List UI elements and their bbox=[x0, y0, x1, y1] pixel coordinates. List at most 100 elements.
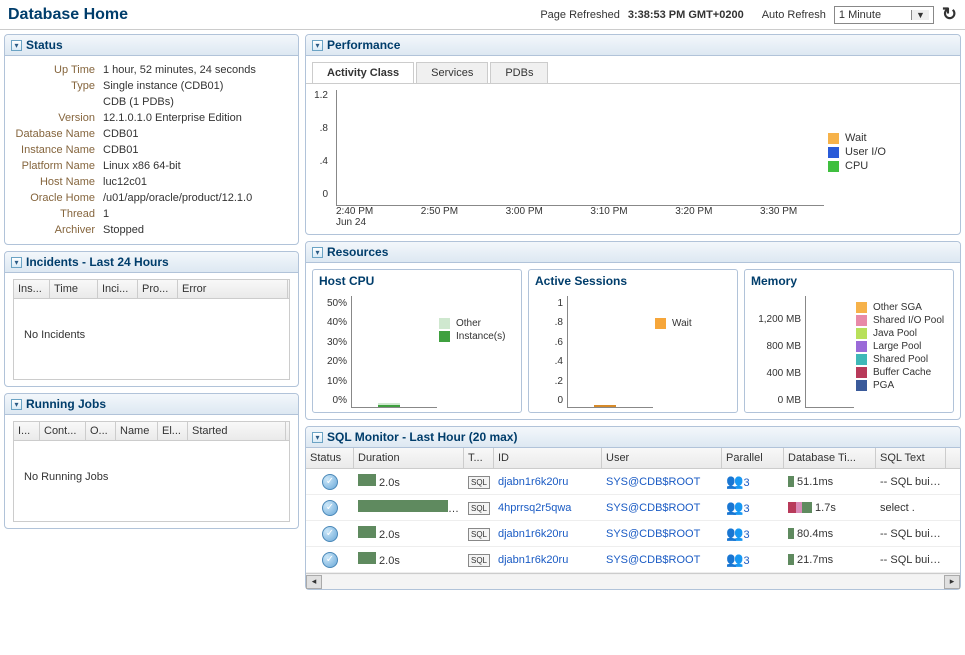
column-header[interactable]: Ins... bbox=[14, 280, 50, 298]
legend-item: Other SGA bbox=[856, 302, 947, 313]
status-value: Stopped bbox=[103, 224, 290, 236]
y-axis-label: .8 bbox=[555, 317, 563, 328]
y-axis-label: 10% bbox=[327, 376, 347, 387]
refreshed-time: 3:38:53 PM GMT+0200 bbox=[628, 9, 744, 21]
legend-item: Shared I/O Pool bbox=[856, 315, 947, 326]
column-header[interactable]: Name bbox=[116, 422, 158, 440]
y-axis-label: .4 bbox=[320, 156, 328, 167]
collapse-icon[interactable]: ▾ bbox=[312, 432, 323, 443]
status-ok-icon: ✓ bbox=[322, 552, 338, 568]
scroll-left-icon[interactable]: ◂ bbox=[306, 575, 322, 589]
user-link[interactable]: SYS@CDB$ROOT bbox=[606, 476, 700, 488]
scroll-right-icon[interactable]: ▸ bbox=[944, 575, 960, 589]
table-row[interactable]: ✓ 2.0sSQLdjabn1r6k20ruSYS@CDB$ROOT👥3 21.… bbox=[306, 547, 960, 573]
collapse-icon[interactable]: ▾ bbox=[312, 247, 323, 258]
incidents-panel: ▾ Incidents - Last 24 Hours Ins...TimeIn… bbox=[4, 251, 299, 387]
tab-pdbs[interactable]: PDBs bbox=[490, 62, 548, 83]
status-value: 1 bbox=[103, 208, 290, 220]
column-header[interactable]: T... bbox=[464, 448, 494, 468]
dropdown-icon: ▼ bbox=[911, 10, 929, 20]
y-axis-label: .6 bbox=[555, 337, 563, 348]
sql-type-icon: SQL bbox=[468, 554, 490, 567]
column-header[interactable]: Started bbox=[188, 422, 286, 440]
parallel-icon: 👥 bbox=[726, 499, 743, 515]
status-ok-icon: ✓ bbox=[322, 526, 338, 542]
y-axis-label: 20% bbox=[327, 356, 347, 367]
table-row[interactable]: ✓ 12.0sSQL4hprrsq2r5qwaSYS@CDB$ROOT👥3 1.… bbox=[306, 495, 960, 521]
column-header[interactable]: SQL Text bbox=[876, 448, 946, 468]
legend-item: Wait bbox=[828, 132, 950, 144]
collapse-icon[interactable]: ▾ bbox=[11, 257, 22, 268]
status-label: Version bbox=[13, 112, 103, 124]
legend-item: User I/O bbox=[828, 146, 950, 158]
page-title: Database Home bbox=[8, 6, 540, 24]
sql-id-link[interactable]: djabn1r6k20ru bbox=[498, 476, 568, 488]
horizontal-scrollbar[interactable]: ◂ ▸ bbox=[306, 573, 960, 589]
table-row[interactable]: ✓ 2.0sSQLdjabn1r6k20ruSYS@CDB$ROOT👥3 80.… bbox=[306, 521, 960, 547]
x-axis-label: 3:00 PM bbox=[506, 206, 566, 230]
refresh-button[interactable]: ↻ bbox=[942, 4, 957, 25]
sql-id-link[interactable]: djabn1r6k20ru bbox=[498, 554, 568, 566]
column-header[interactable]: Database Ti... bbox=[784, 448, 876, 468]
sql-type-icon: SQL bbox=[468, 476, 490, 489]
status-value: luc12c01 bbox=[103, 176, 290, 188]
column-header[interactable]: Duration bbox=[354, 448, 464, 468]
status-label: Platform Name bbox=[13, 160, 103, 172]
status-value: Linux x86 64-bit bbox=[103, 160, 290, 172]
status-panel: ▾ Status Up Time1 hour, 52 minutes, 24 s… bbox=[4, 34, 299, 245]
table-row[interactable]: ✓ 2.0sSQLdjabn1r6k20ruSYS@CDB$ROOT👥3 51.… bbox=[306, 469, 960, 495]
status-ok-icon: ✓ bbox=[322, 474, 338, 490]
collapse-icon[interactable]: ▾ bbox=[11, 399, 22, 410]
status-label: Up Time bbox=[13, 64, 103, 76]
legend-item: Wait bbox=[655, 318, 731, 329]
tab-services[interactable]: Services bbox=[416, 62, 488, 83]
column-header[interactable]: ID bbox=[494, 448, 602, 468]
column-header[interactable]: I... bbox=[14, 422, 40, 440]
column-header[interactable]: Cont... bbox=[40, 422, 86, 440]
x-axis-label: 2:50 PM bbox=[421, 206, 481, 230]
collapse-icon[interactable]: ▾ bbox=[11, 40, 22, 51]
y-axis-label: 800 MB bbox=[767, 341, 801, 352]
collapse-icon[interactable]: ▾ bbox=[312, 40, 323, 51]
legend-item: Other bbox=[439, 318, 515, 329]
column-header[interactable]: User bbox=[602, 448, 722, 468]
parallel-icon: 👥 bbox=[726, 525, 743, 541]
tab-activity-class[interactable]: Activity Class bbox=[312, 62, 414, 83]
user-link[interactable]: SYS@CDB$ROOT bbox=[606, 502, 700, 514]
refreshed-label: Page Refreshed bbox=[540, 9, 620, 21]
autorefresh-select[interactable]: 1 Minute ▼ bbox=[834, 6, 934, 24]
status-label bbox=[13, 96, 103, 108]
user-link[interactable]: SYS@CDB$ROOT bbox=[606, 554, 700, 566]
column-header[interactable]: El... bbox=[158, 422, 188, 440]
sql-type-icon: SQL bbox=[468, 502, 490, 515]
sql-id-link[interactable]: djabn1r6k20ru bbox=[498, 528, 568, 540]
sql-monitor-title: SQL Monitor - Last Hour (20 max) bbox=[327, 430, 517, 444]
sql-type-icon: SQL bbox=[468, 528, 490, 541]
host-cpu-panel: Host CPU 50%40%30%20%10%0% OtherInstance… bbox=[312, 269, 522, 413]
column-header[interactable]: O... bbox=[86, 422, 116, 440]
status-ok-icon: ✓ bbox=[322, 500, 338, 516]
incidents-empty: No Incidents bbox=[14, 299, 289, 371]
column-header[interactable]: Error bbox=[178, 280, 288, 298]
column-header[interactable]: Inci... bbox=[98, 280, 138, 298]
column-header[interactable]: Status bbox=[306, 448, 354, 468]
sql-monitor-panel: ▾ SQL Monitor - Last Hour (20 max) Statu… bbox=[305, 426, 961, 590]
y-axis-label: .2 bbox=[555, 376, 563, 387]
sessions-title: Active Sessions bbox=[529, 270, 737, 292]
y-axis-label: 50% bbox=[327, 298, 347, 309]
sql-id-link[interactable]: 4hprrsq2r5qwa bbox=[498, 502, 571, 514]
incidents-title: Incidents - Last 24 Hours bbox=[26, 255, 169, 269]
column-header[interactable]: Time bbox=[50, 280, 98, 298]
status-label: Thread bbox=[13, 208, 103, 220]
x-axis-label: 3:30 PM bbox=[760, 206, 820, 230]
column-header[interactable]: Pro... bbox=[138, 280, 178, 298]
status-value: /u01/app/oracle/product/12.1.0 bbox=[103, 192, 290, 204]
legend-item: Buffer Cache bbox=[856, 367, 947, 378]
resources-panel: ▾ Resources Host CPU 50%40%30%20%10%0% O… bbox=[305, 241, 961, 420]
memory-title: Memory bbox=[745, 270, 953, 292]
column-header[interactable]: Parallel bbox=[722, 448, 784, 468]
x-axis-label: 3:20 PM bbox=[675, 206, 735, 230]
performance-title: Performance bbox=[327, 38, 400, 52]
legend-item: Large Pool bbox=[856, 341, 947, 352]
user-link[interactable]: SYS@CDB$ROOT bbox=[606, 528, 700, 540]
